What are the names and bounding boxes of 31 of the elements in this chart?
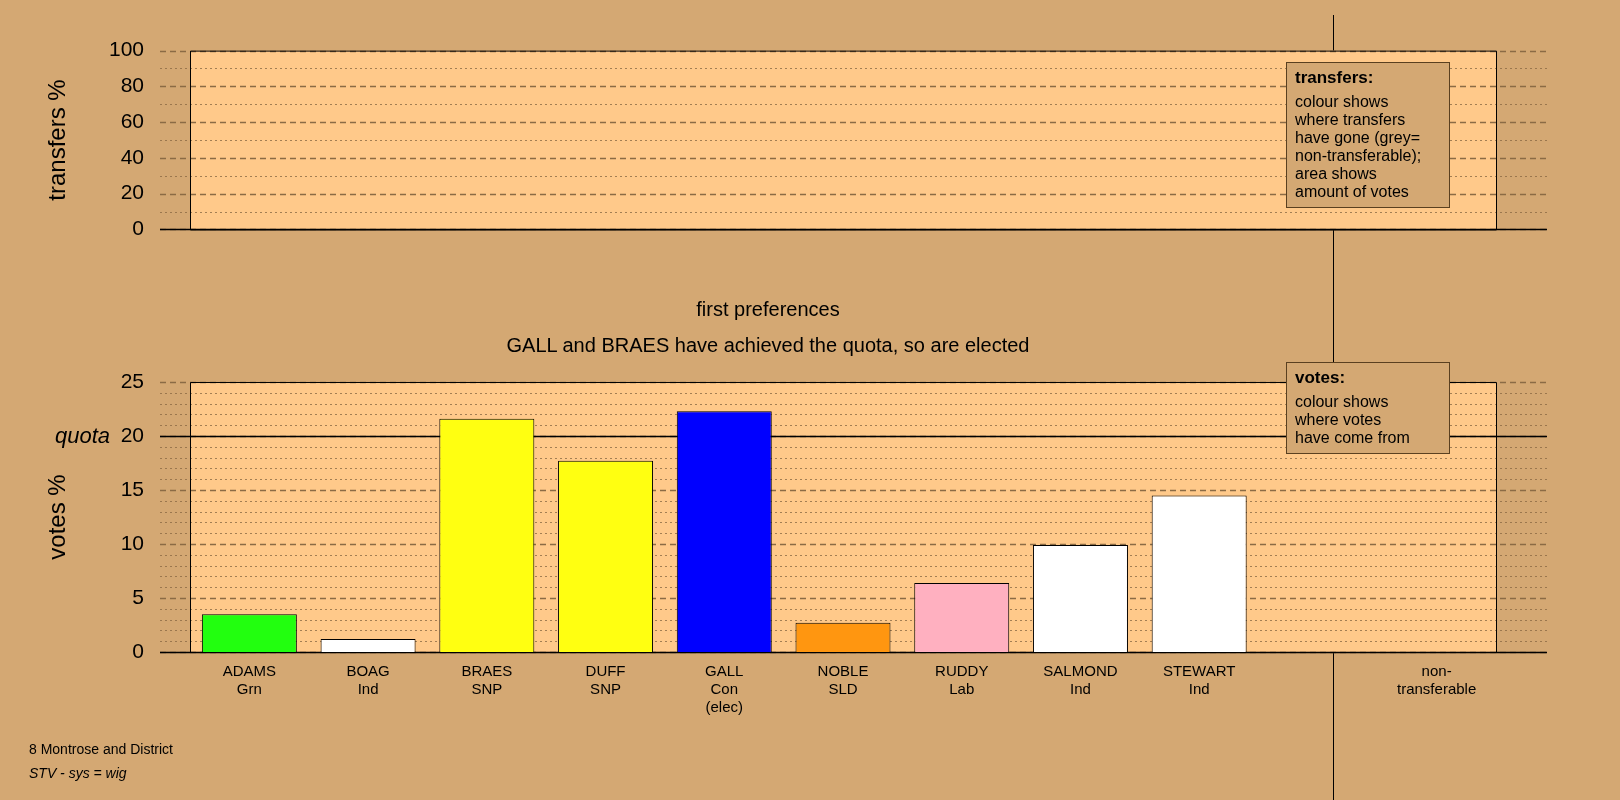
y-tick-label: 20 xyxy=(120,422,144,446)
y-tick-label: 15 xyxy=(120,476,144,500)
chart-title: first preferences xyxy=(696,297,840,320)
y-axis-title: votes % xyxy=(43,474,71,560)
x-tick-label: ADAMS Grn xyxy=(222,662,277,698)
x-tick-label: BRAES SNP xyxy=(461,662,513,698)
x-tick-label: non- transferable xyxy=(1397,662,1477,698)
y-tick-label: 60 xyxy=(120,108,144,132)
chart-subtitle: GALL and BRAES have achieved the quota, so are elected xyxy=(506,333,1030,356)
y-tick-label: 20 xyxy=(120,180,144,204)
x-tick-label: GALL Con (elec) xyxy=(705,662,744,716)
y-tick-label: 100 xyxy=(108,37,144,61)
y-tick-label: 10 xyxy=(120,530,144,554)
x-tick-label: SALMOND Ind xyxy=(1043,662,1118,698)
y-tick-label: 80 xyxy=(120,73,144,97)
annotation: votes: colour shows where votes have come from xyxy=(1295,368,1411,446)
text: 8 Montrose and District xyxy=(29,740,173,758)
text: STV - sys = wig xyxy=(29,764,127,782)
y-axis-title: transfers % xyxy=(43,79,71,201)
ref-line-label: quota xyxy=(54,422,110,448)
x-tick-label: RUDDY Lab xyxy=(935,662,989,698)
x-tick-label: STEWART Ind xyxy=(1162,662,1236,698)
x-tick-label: BOAG Ind xyxy=(346,662,390,698)
y-tick-label: 5 xyxy=(132,584,144,608)
y-tick-label: 25 xyxy=(120,368,144,392)
x-tick-label: NOBLE SLD xyxy=(817,662,869,698)
y-tick-label: 0 xyxy=(132,638,144,662)
y-tick-label: 0 xyxy=(132,216,144,240)
y-tick-label: 40 xyxy=(120,144,144,168)
annotation: transfers: colour shows where transfers have gone (grey= non-transferable); area shows amount of votes xyxy=(1295,68,1423,200)
x-tick-label: DUFF SNP xyxy=(585,662,626,698)
